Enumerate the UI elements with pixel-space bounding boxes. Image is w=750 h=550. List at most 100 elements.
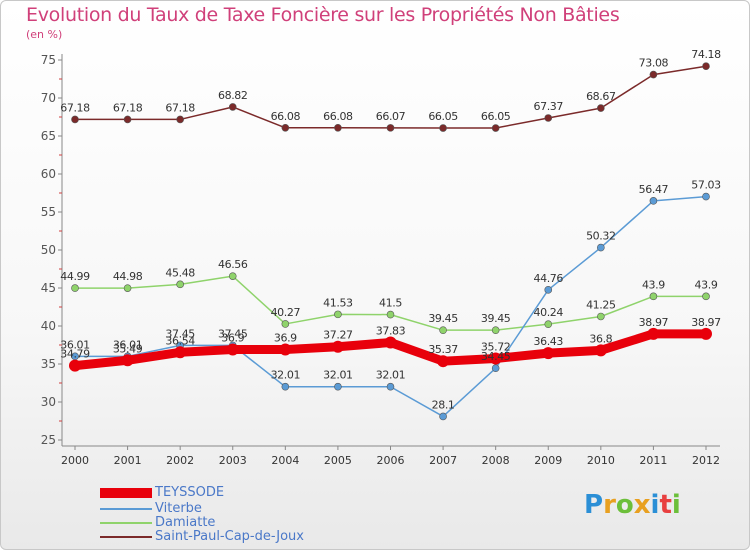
data-point — [281, 320, 290, 328]
data-label: 36.01 — [60, 338, 90, 351]
data-point — [69, 359, 81, 372]
data-point — [491, 364, 500, 372]
data-label: 44.99 — [60, 270, 90, 283]
data-point — [281, 123, 290, 132]
data-label: 57.03 — [691, 179, 721, 192]
data-label: 34.79 — [60, 348, 90, 361]
y-tick-label: 40 — [41, 319, 56, 333]
data-label: 36.9 — [274, 332, 297, 345]
data-label: 36.8 — [589, 332, 612, 345]
data-point — [439, 326, 447, 334]
data-point — [544, 114, 553, 122]
data-label: 39.45 — [481, 312, 511, 325]
data-label: 66.05 — [428, 110, 458, 123]
logo-letter: i — [650, 490, 660, 520]
data-point — [491, 124, 500, 132]
data-label: 28.1 — [432, 398, 455, 411]
y-axis-unit-label: (en %) — [26, 28, 63, 41]
y-tick-label: 55 — [41, 205, 56, 219]
data-point — [489, 352, 502, 365]
y-tick-label: 65 — [41, 129, 56, 143]
data-label: 43.9 — [695, 278, 718, 291]
data-label: 66.08 — [271, 110, 301, 123]
data-label: 67.18 — [113, 101, 143, 114]
x-tick-label: 2004 — [271, 454, 299, 467]
data-label: 66.07 — [376, 110, 406, 123]
x-tick-label: 2001 — [114, 454, 142, 467]
y-tick-label: 70 — [41, 91, 56, 105]
data-point — [174, 346, 187, 359]
data-point — [702, 292, 710, 301]
data-label: 46.56 — [218, 258, 248, 271]
data-label: 35.49 — [113, 342, 143, 355]
data-label: 68.67 — [586, 90, 616, 103]
x-tick-label: 2009 — [534, 454, 562, 467]
data-point — [228, 272, 237, 280]
data-label: 44.98 — [113, 270, 143, 283]
data-label: 56.47 — [639, 183, 669, 196]
data-label: 36.43 — [534, 335, 564, 348]
data-label: 32.01 — [376, 369, 406, 382]
data-label: 32.01 — [323, 369, 353, 382]
data-point — [544, 286, 553, 294]
data-label: 68.82 — [218, 89, 248, 102]
y-tick-label: 50 — [41, 243, 56, 257]
logo-letter: r — [603, 490, 616, 520]
data-point — [386, 310, 395, 319]
data-point — [597, 243, 605, 252]
data-point — [123, 284, 132, 292]
data-label: 74.18 — [691, 48, 721, 61]
legend-label: Viterbe — [155, 501, 202, 516]
data-point — [439, 412, 447, 421]
data-label: 67.18 — [60, 101, 90, 114]
legend-item: Saint-Paul-Cap-de-Joux — [100, 530, 304, 544]
legend-swatch — [100, 536, 152, 538]
data-label: 40.27 — [271, 306, 301, 319]
data-label: 40.24 — [534, 306, 564, 319]
data-label: 67.18 — [165, 101, 195, 114]
legend-item: TEYSSODE — [100, 486, 224, 500]
x-tick-label: 2000 — [61, 454, 89, 467]
data-label: 43.9 — [642, 278, 665, 291]
data-point — [71, 284, 79, 292]
legend-item: Viterbe — [100, 502, 202, 516]
chart-title: Evolution du Taux de Taxe Foncière sur l… — [26, 4, 620, 26]
legend-item: Damiatte — [100, 516, 215, 530]
data-point — [121, 354, 134, 367]
y-tick-label: 60 — [41, 167, 56, 181]
data-point — [702, 192, 710, 201]
data-point — [71, 115, 79, 124]
data-label: 34.45 — [481, 350, 511, 363]
data-point — [334, 310, 342, 319]
data-point — [334, 382, 342, 391]
y-tick-label: 25 — [41, 433, 56, 447]
legend-swatch — [100, 508, 152, 510]
data-point — [649, 70, 658, 79]
data-label: 39.45 — [428, 312, 458, 325]
data-label: 35.37 — [428, 343, 458, 356]
data-point — [226, 343, 239, 356]
data-label: 36.9 — [221, 332, 244, 345]
data-label: 44.76 — [534, 272, 564, 285]
data-point — [176, 280, 184, 289]
x-tick-label: 2005 — [324, 454, 352, 467]
data-label: 66.08 — [323, 110, 353, 123]
data-label: 37.45 — [165, 327, 195, 340]
data-point — [384, 336, 397, 349]
data-label: 66.05 — [481, 110, 511, 123]
y-tick-label: 35 — [41, 357, 56, 371]
y-tick-label: 75 — [41, 53, 56, 67]
data-label: 37.45 — [218, 327, 248, 340]
data-label: 41.25 — [586, 299, 616, 312]
data-label: 41.5 — [379, 297, 402, 310]
data-label: 73.08 — [639, 57, 669, 70]
legend-label: TEYSSODE — [155, 485, 225, 500]
data-point — [542, 347, 555, 360]
data-label: 67.37 — [534, 100, 564, 113]
data-point — [437, 355, 450, 368]
data-point — [649, 292, 658, 301]
data-point — [331, 340, 344, 353]
logo-letter: x — [633, 490, 651, 520]
data-label: 32.01 — [271, 369, 301, 382]
